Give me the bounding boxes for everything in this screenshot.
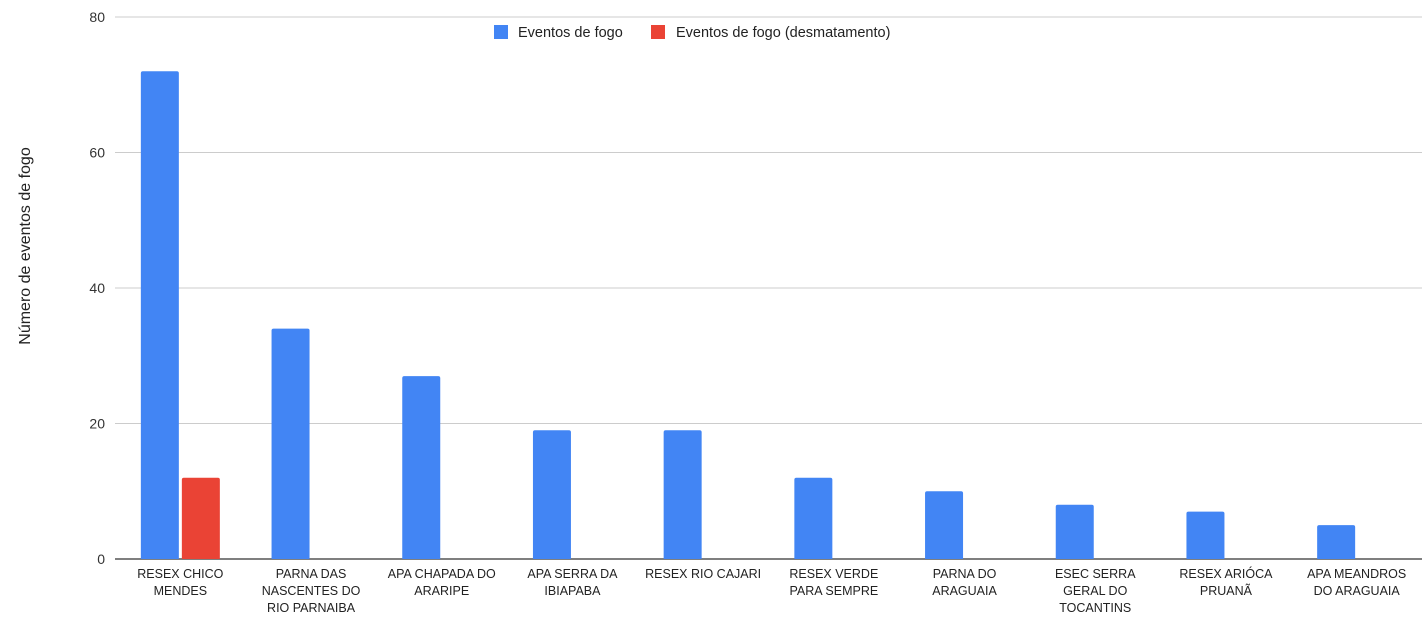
bar <box>1317 525 1356 559</box>
x-tick-label: ESEC SERRA <box>1055 567 1136 581</box>
x-tick-label: PRUANÃ <box>1200 584 1253 598</box>
x-tick-label: PARNA DAS <box>276 567 347 581</box>
bar <box>663 430 702 559</box>
x-tick-label: MENDES <box>154 584 207 598</box>
y-tick-label: 0 <box>97 551 105 567</box>
bar <box>140 71 179 559</box>
bar <box>181 477 220 559</box>
bar <box>794 477 833 559</box>
legend-label: Eventos de fogo (desmatamento) <box>676 25 890 41</box>
bar <box>271 328 310 559</box>
x-tick-label: PARNA DO <box>933 567 997 581</box>
bar <box>1186 511 1225 559</box>
x-tick-label: APA MEANDROS <box>1307 567 1406 581</box>
y-axis-ticks: 0 20 40 60 80 <box>89 9 105 567</box>
x-tick-label: ARARIPE <box>414 584 469 598</box>
legend-swatch <box>494 25 508 39</box>
gridlines <box>115 16 1422 560</box>
x-tick-label: RESEX ARIÓCA <box>1179 566 1273 581</box>
legend-label: Eventos de fogo <box>518 25 623 41</box>
x-tick-label: APA CHAPADA DO <box>388 567 496 581</box>
y-axis-label: Número de eventos de fogo <box>17 147 34 345</box>
x-tick-label: IBIAPABA <box>544 584 601 598</box>
legend-swatch <box>651 25 665 39</box>
y-tick-label: 60 <box>89 145 105 161</box>
bar <box>925 491 964 559</box>
x-tick-label: APA SERRA DA <box>527 567 618 581</box>
legend: Eventos de fogo Eventos de fogo (desmatam… <box>494 25 890 41</box>
x-tick-label: GERAL DO <box>1063 584 1127 598</box>
x-tick-label: ARAGUAIA <box>932 584 997 598</box>
bar <box>1055 504 1094 559</box>
bar <box>532 430 571 559</box>
x-tick-label: NASCENTES DO <box>262 584 361 598</box>
x-axis-labels: RESEX CHICO MENDES PARNA DAS NASCENTES DO RI… <box>137 566 1406 615</box>
x-tick-label: TOCANTINS <box>1059 601 1131 615</box>
x-tick-label: DO ARAGUAIA <box>1314 584 1401 598</box>
y-tick-label: 40 <box>89 280 105 296</box>
bars <box>140 71 1356 559</box>
x-tick-label: PARA SEMPRE <box>790 584 879 598</box>
x-tick-label: RESEX RIO CAJARI <box>645 567 761 581</box>
y-tick-label: 20 <box>89 416 105 432</box>
x-tick-label: RESEX VERDE <box>789 567 878 581</box>
x-tick-label: RESEX CHICO <box>137 567 223 581</box>
x-tick-label: RIO PARNAIBA <box>267 601 356 615</box>
y-tick-label: 80 <box>89 9 105 25</box>
bar <box>402 376 441 559</box>
